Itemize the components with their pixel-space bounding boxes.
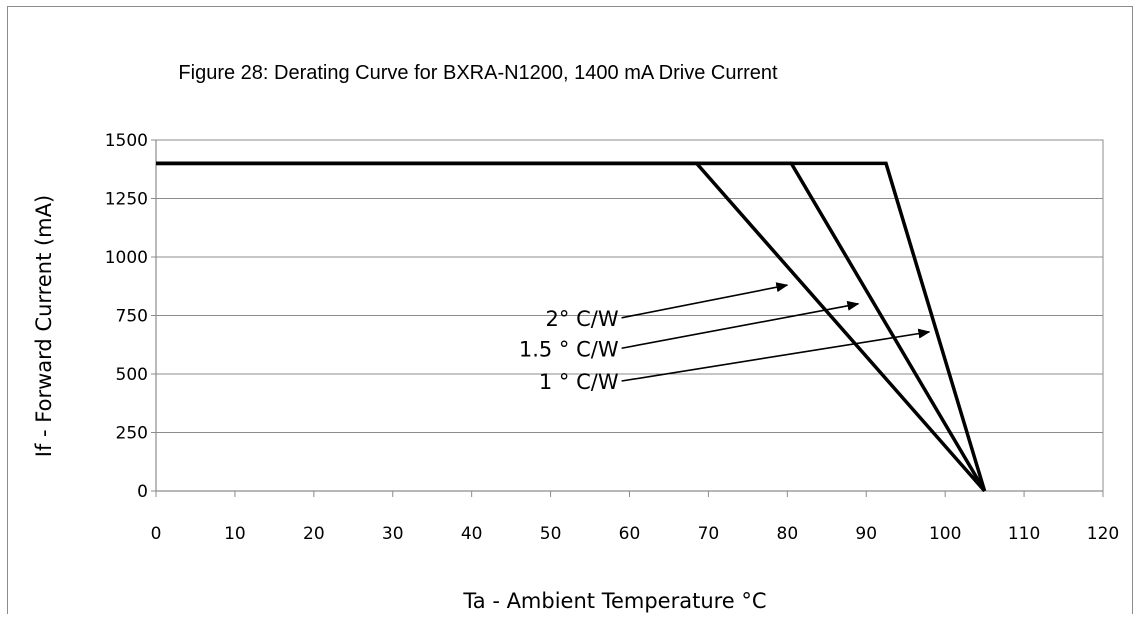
y-tick-label: 1000	[105, 248, 148, 268]
series-lines	[156, 161, 987, 493]
x-tick-label: 10	[224, 524, 246, 544]
annotation-arrow-2	[621, 300, 860, 350]
x-tick-label: 70	[698, 524, 720, 544]
annotation-arrow-3	[621, 328, 931, 382]
x-tick-label: 120	[1087, 524, 1119, 544]
y-tick-label: 0	[137, 482, 148, 502]
x-tick-label: 60	[619, 524, 641, 544]
x-tick-label: 90	[855, 524, 877, 544]
x-axis-label: Ta - Ambient Temperature °C	[462, 589, 766, 613]
x-tick-labels: 0 10 20 30 40 50 60 70 80 90 100 110 120	[151, 524, 1120, 544]
y-tick-label: 250	[116, 424, 148, 444]
x-tick-label: 100	[929, 524, 961, 544]
y-axis-label: If - Forward Current (mA)	[32, 195, 56, 457]
annotation-arrow-1	[621, 282, 789, 319]
annotation-label-1: 2° C/W	[546, 307, 619, 331]
annotations: 2° C/W 1.5 ° C/W 1 ° C/W	[519, 282, 931, 394]
x-tick-label: 50	[540, 524, 562, 544]
y-tick-label: 1250	[105, 190, 148, 210]
x-tick-label: 30	[382, 524, 404, 544]
chart-frame	[7, 6, 1133, 614]
x-tick-label: 40	[461, 524, 483, 544]
x-tick-label: 20	[303, 524, 325, 544]
series-line-3	[156, 161, 987, 492]
y-tick-label: 750	[116, 307, 148, 327]
chart-title: Figure 28: Derating Curve for BXRA-N1200…	[178, 62, 778, 84]
y-tick-label: 1500	[105, 131, 148, 151]
annotation-label-3: 1 ° C/W	[539, 370, 619, 394]
grid-lines	[156, 139, 1103, 433]
y-tick-labels: 0 250 500 750 1000 1250 1500	[105, 131, 148, 502]
y-tick-label: 500	[116, 365, 148, 385]
annotation-label-2: 1.5 ° C/W	[519, 337, 619, 361]
axes	[151, 139, 1104, 497]
x-tick-label: 80	[777, 524, 799, 544]
x-tick-label: 110	[1008, 524, 1040, 544]
x-tick-label: 0	[151, 524, 162, 544]
